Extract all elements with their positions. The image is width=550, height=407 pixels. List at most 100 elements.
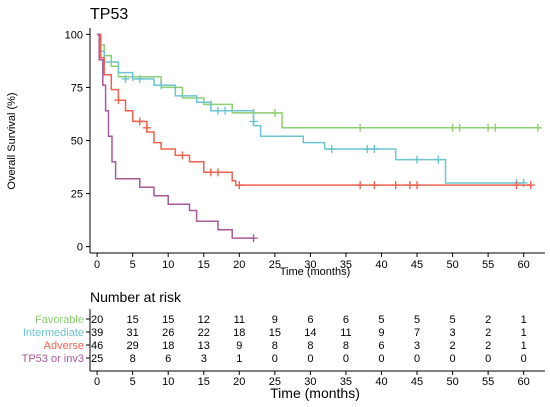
risk-cell-adverse-45: 3 xyxy=(414,340,420,352)
censor-mark-intermediate-3 xyxy=(213,106,222,115)
censor-mark-intermediate-0 xyxy=(121,74,130,83)
y-tick-label-75: 75 xyxy=(71,82,83,94)
censor-mark-intermediate-6 xyxy=(327,144,336,153)
censor-mark-adverse-10 xyxy=(405,181,414,190)
risk-x-tick-label-20: 20 xyxy=(233,376,245,388)
censor-mark-intermediate-4 xyxy=(221,106,230,115)
y-tick-label-50: 50 xyxy=(71,136,83,148)
risk-cell-tp53-or-inv3-50: 0 xyxy=(450,353,456,365)
censor-mark-intermediate-5 xyxy=(249,117,258,126)
survival-curves xyxy=(97,33,542,243)
risk-cell-tp53-or-inv3-20: 1 xyxy=(236,353,242,365)
risk-cell-favorable-30: 6 xyxy=(307,314,313,326)
y-tick-label-0: 0 xyxy=(77,242,83,254)
risk-cell-favorable-35: 6 xyxy=(343,314,349,326)
risk-cell-favorable-60: 1 xyxy=(521,314,527,326)
x-tick-label-25: 25 xyxy=(269,259,281,271)
risk-cell-tp53-or-inv3-35: 0 xyxy=(343,353,349,365)
x-tick-label-35: 35 xyxy=(340,259,352,271)
risk-x-tick-label-10: 10 xyxy=(162,376,174,388)
risk-cell-adverse-60: 1 xyxy=(521,340,527,352)
x-tick-label-15: 15 xyxy=(198,259,210,271)
risk-cell-tp53-or-inv3-25: 0 xyxy=(272,353,278,365)
censor-mark-adverse-3 xyxy=(178,151,187,160)
risk-cell-adverse-35: 8 xyxy=(343,340,349,352)
risk-cell-favorable-50: 5 xyxy=(450,314,456,326)
risk-row-label-adverse: Adverse xyxy=(44,340,84,352)
risk-cell-tp53-or-inv3-40: 0 xyxy=(378,353,384,365)
censor-mark-favorable-8 xyxy=(491,123,500,132)
risk-row-label-intermediate: Intermediate xyxy=(23,327,84,339)
risk-cell-adverse-25: 8 xyxy=(272,340,278,352)
x-tick-label-45: 45 xyxy=(411,259,423,271)
risk-cell-favorable-40: 5 xyxy=(378,314,384,326)
censor-mark-intermediate-1 xyxy=(135,74,144,83)
risk-cell-intermediate-30: 14 xyxy=(304,327,316,339)
risk-x-tick-label-35: 35 xyxy=(340,376,352,388)
censor-mark-adverse-1 xyxy=(135,117,144,126)
risk-cell-intermediate-0: 39 xyxy=(91,327,103,339)
risk-x-tick-label-45: 45 xyxy=(411,376,423,388)
risk-x-tick-label-30: 30 xyxy=(304,376,316,388)
risk-cell-intermediate-60: 1 xyxy=(521,327,527,339)
risk-cell-tp53-or-inv3-15: 3 xyxy=(201,353,207,365)
risk-table: Number at risk Favorable 20 15 15 12 11 9 6 6 5 5 5… xyxy=(22,289,545,401)
censor-mark-adverse-7 xyxy=(356,181,365,190)
censor-mark-adverse-13 xyxy=(526,181,535,190)
x-tick-label-60: 60 xyxy=(518,259,530,271)
censor-mark-adverse-5 xyxy=(213,168,222,177)
x-tick-label-30: 30 xyxy=(304,259,316,271)
risk-cell-tp53-or-inv3-30: 0 xyxy=(307,353,313,365)
risk-cell-intermediate-35: 11 xyxy=(340,327,351,339)
risk-cell-adverse-20: 9 xyxy=(236,340,242,352)
survival-curve-tp53-or-inv3 xyxy=(97,33,254,239)
risk-cell-intermediate-45: 7 xyxy=(414,327,420,339)
censor-mark-adverse-4 xyxy=(206,168,215,177)
risk-cell-tp53-or-inv3-0: 25 xyxy=(91,353,103,365)
risk-cell-favorable-10: 15 xyxy=(162,314,174,326)
risk-cell-favorable-45: 5 xyxy=(414,314,420,326)
censor-mark-intermediate-10 xyxy=(434,155,443,164)
censor-mark-intermediate-8 xyxy=(370,144,379,153)
risk-x-tick-label-50: 50 xyxy=(446,376,458,388)
y-tick-label-100: 100 xyxy=(65,29,83,41)
censor-mark-adverse-2 xyxy=(142,123,151,132)
risk-cell-intermediate-5: 31 xyxy=(127,327,139,339)
risk-cell-intermediate-20: 18 xyxy=(233,327,245,339)
risk-cell-favorable-55: 2 xyxy=(485,314,491,326)
x-tick-label-55: 55 xyxy=(482,259,494,271)
risk-cell-favorable-25: 9 xyxy=(272,314,278,326)
censor-mark-favorable-9 xyxy=(533,123,542,132)
risk-cell-adverse-40: 6 xyxy=(378,340,384,352)
censor-mark-favorable-6 xyxy=(455,123,464,132)
risk-cell-favorable-15: 12 xyxy=(198,314,210,326)
risk-cell-favorable-20: 11 xyxy=(234,314,245,326)
censor-mark-favorable-5 xyxy=(448,123,457,132)
y-axis-label: Overall Survival (%) xyxy=(6,92,18,189)
risk-x-tick-label-60: 60 xyxy=(518,376,530,388)
survival-curve-intermediate xyxy=(97,33,524,184)
censor-mark-adverse-8 xyxy=(370,181,379,190)
chart-title: TP53 xyxy=(90,6,128,23)
x-axis-label: Time (months) xyxy=(280,266,351,278)
censor-mark-adverse-6 xyxy=(235,181,244,190)
risk-cell-intermediate-25: 15 xyxy=(269,327,281,339)
risk-cell-adverse-15: 13 xyxy=(198,340,210,352)
censor-mark-tp53-or-inv3-0 xyxy=(249,234,258,243)
risk-cell-intermediate-55: 2 xyxy=(485,327,491,339)
survival-curve-favorable xyxy=(97,33,538,129)
x-tick-label-40: 40 xyxy=(375,259,387,271)
censor-mark-adverse-12 xyxy=(512,181,521,190)
censor-mark-favorable-3 xyxy=(270,108,279,117)
censor-mark-intermediate-2 xyxy=(157,81,166,90)
risk-cell-adverse-30: 8 xyxy=(307,340,313,352)
risk-x-tick-label-5: 5 xyxy=(130,376,136,388)
risk-x-tick-label-15: 15 xyxy=(198,376,210,388)
censor-mark-adverse-0 xyxy=(114,96,123,105)
risk-cell-tp53-or-inv3-5: 8 xyxy=(130,353,136,365)
survival-curve-adverse xyxy=(97,33,531,186)
risk-x-axis-label: Time (months) xyxy=(270,385,360,401)
risk-x-tick-label-55: 55 xyxy=(482,376,494,388)
